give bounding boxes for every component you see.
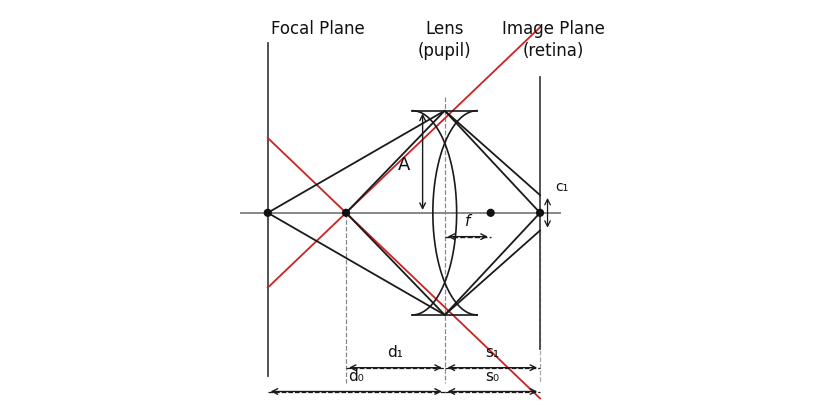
Text: s₁: s₁ bbox=[485, 344, 500, 359]
Text: A: A bbox=[398, 155, 410, 173]
Circle shape bbox=[537, 210, 543, 217]
Text: s₀: s₀ bbox=[485, 368, 500, 383]
Text: f: f bbox=[465, 214, 470, 228]
Text: d₀: d₀ bbox=[348, 368, 364, 383]
Circle shape bbox=[343, 210, 349, 217]
Circle shape bbox=[264, 210, 271, 217]
Circle shape bbox=[488, 210, 494, 217]
Text: d₁: d₁ bbox=[388, 344, 403, 359]
Text: Image Plane
(retina): Image Plane (retina) bbox=[502, 20, 605, 60]
Text: Lens
(pupil): Lens (pupil) bbox=[418, 20, 471, 60]
Text: Focal Plane: Focal Plane bbox=[271, 20, 365, 38]
Text: c₁: c₁ bbox=[555, 180, 569, 194]
